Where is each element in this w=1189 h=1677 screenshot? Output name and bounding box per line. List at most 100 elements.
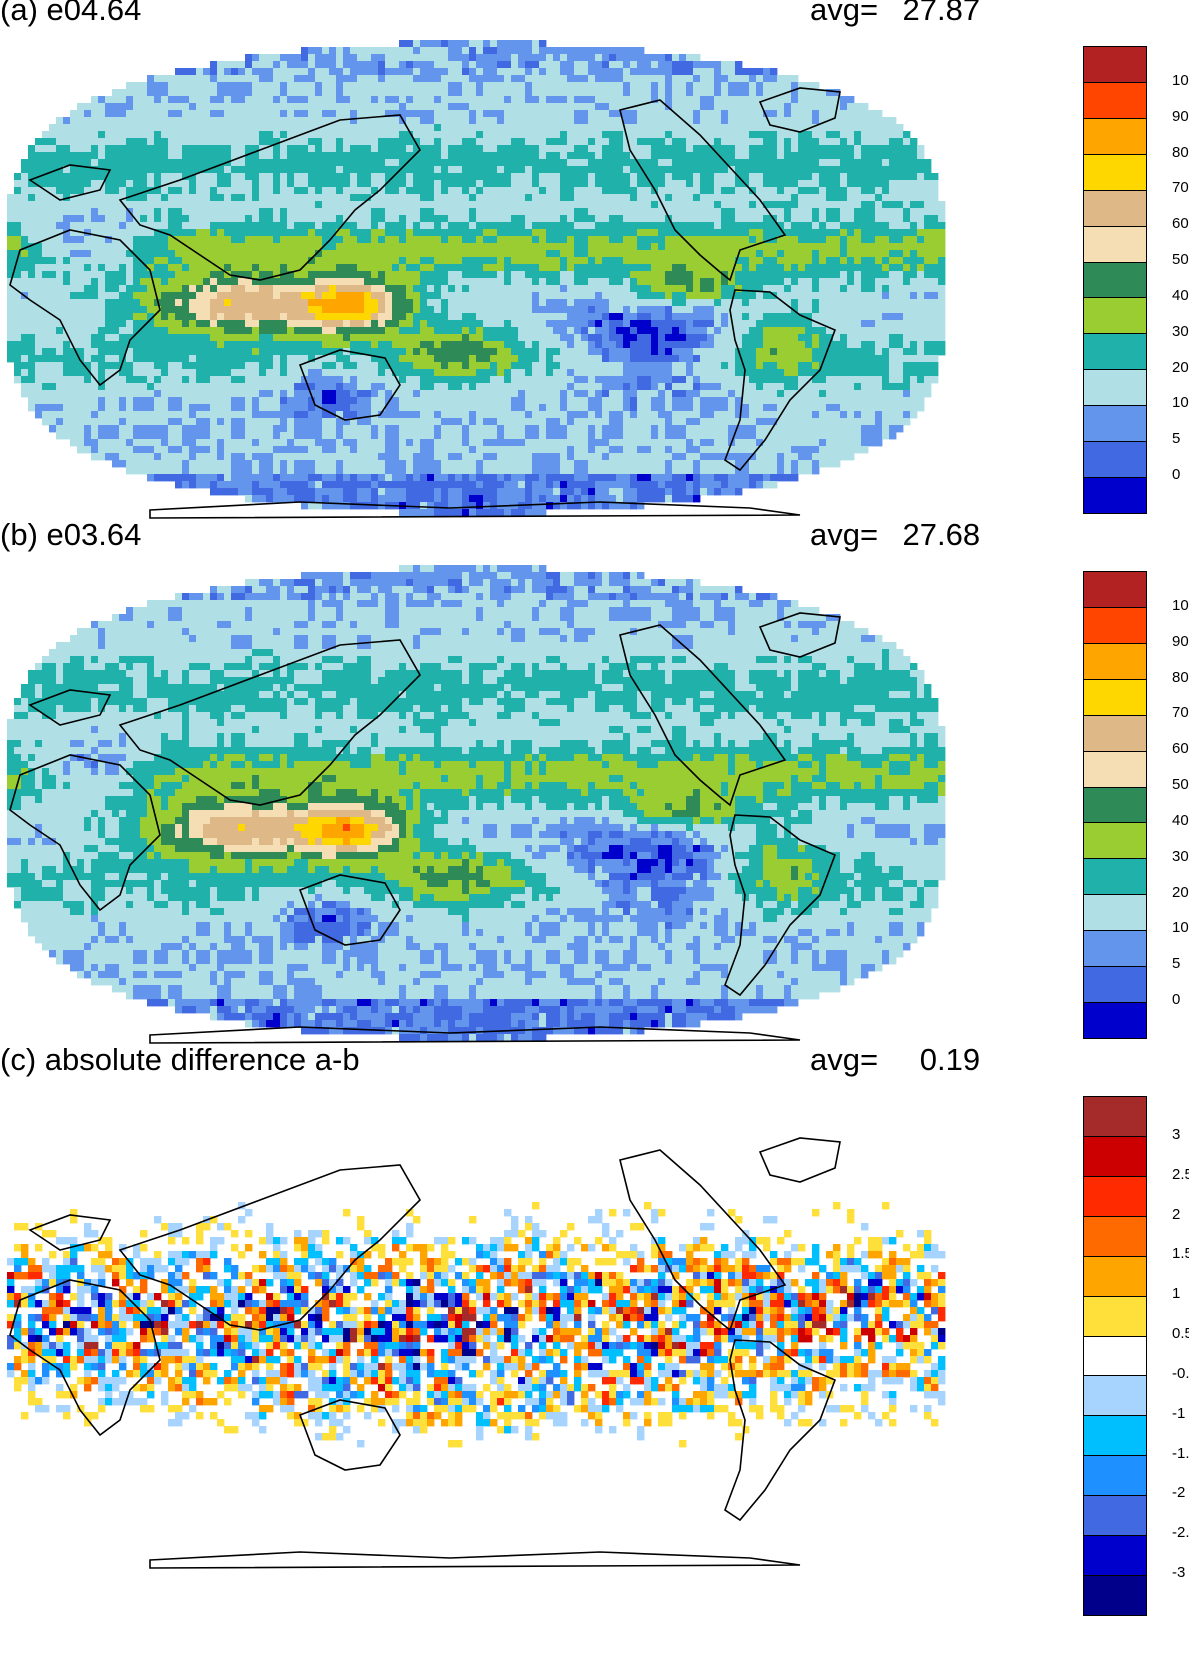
grid-cell <box>147 82 155 90</box>
grid-cell <box>784 194 792 202</box>
grid-cell <box>553 124 561 132</box>
grid-cell <box>245 117 253 125</box>
grid-cell <box>539 278 547 286</box>
grid-cell <box>140 166 148 174</box>
grid-cell <box>315 194 323 202</box>
grid-cell <box>462 47 470 55</box>
grid-cell <box>574 236 582 244</box>
grid-cell <box>847 124 855 132</box>
grid-cell <box>392 320 400 328</box>
grid-cell <box>700 124 708 132</box>
grid-cell <box>798 194 806 202</box>
grid-cell <box>651 236 659 244</box>
grid-cell <box>728 292 736 300</box>
grid-cell <box>763 215 771 223</box>
grid-cell <box>182 110 190 118</box>
grid-cell <box>63 285 71 293</box>
grid-cell <box>595 61 603 69</box>
grid-cell <box>133 264 141 272</box>
grid-cell <box>168 320 176 328</box>
grid-cell <box>210 194 218 202</box>
grid-cell <box>350 299 358 307</box>
grid-cell <box>763 166 771 174</box>
grid-cell <box>798 222 806 230</box>
grid-cell <box>735 215 743 223</box>
grid-cell <box>392 173 400 181</box>
grid-cell <box>301 271 309 279</box>
grid-cell <box>826 152 834 160</box>
grid-cell <box>665 208 673 216</box>
grid-cell <box>448 166 456 174</box>
grid-cell <box>728 110 736 118</box>
grid-cell <box>805 243 813 251</box>
grid-cell <box>511 131 519 139</box>
grid-cell <box>329 320 337 328</box>
grid-cell <box>315 215 323 223</box>
grid-cell <box>595 75 603 83</box>
grid-cell <box>861 313 869 321</box>
grid-cell <box>63 306 71 314</box>
grid-cell <box>399 82 407 90</box>
grid-cell <box>329 264 337 272</box>
grid-cell <box>602 194 610 202</box>
grid-cell <box>805 96 813 104</box>
grid-cell <box>399 292 407 300</box>
grid-cell <box>791 236 799 244</box>
grid-cell <box>784 222 792 230</box>
grid-cell <box>812 229 820 237</box>
grid-cell <box>672 320 680 328</box>
grid-cell <box>287 264 295 272</box>
grid-cell <box>616 278 624 286</box>
grid-cell <box>413 61 421 69</box>
grid-cell <box>476 271 484 279</box>
grid-cell <box>329 54 337 62</box>
grid-cell <box>133 243 141 251</box>
grid-cell <box>315 320 323 328</box>
grid-cell <box>798 292 806 300</box>
grid-cell <box>266 75 274 83</box>
grid-cell <box>231 173 239 181</box>
grid-cell <box>539 327 547 335</box>
grid-cell <box>42 264 50 272</box>
grid-cell <box>665 285 673 293</box>
grid-cell <box>560 313 568 321</box>
grid-cell <box>238 117 246 125</box>
grid-cell <box>819 201 827 209</box>
grid-cell <box>77 201 85 209</box>
grid-cell <box>343 82 351 90</box>
grid-cell <box>154 201 162 209</box>
grid-cell <box>826 173 834 181</box>
grid-cell <box>49 320 57 328</box>
grid-cell <box>777 229 785 237</box>
grid-cell <box>532 166 540 174</box>
grid-cell <box>343 278 351 286</box>
grid-cell <box>595 243 603 251</box>
grid-cell <box>301 292 309 300</box>
grid-cell <box>357 75 365 83</box>
grid-cell <box>532 278 540 286</box>
grid-cell <box>665 292 673 300</box>
grid-cell <box>602 61 610 69</box>
grid-cell <box>525 54 533 62</box>
grid-cell <box>336 215 344 223</box>
grid-cell <box>28 201 36 209</box>
grid-cell <box>252 264 260 272</box>
grid-cell <box>560 117 568 125</box>
grid-cell <box>847 320 855 328</box>
grid-cell <box>728 222 736 230</box>
grid-cell <box>511 250 519 258</box>
grid-cell <box>553 194 561 202</box>
grid-cell <box>266 306 274 314</box>
grid-cell <box>483 40 491 48</box>
grid-cell <box>378 194 386 202</box>
grid-cell <box>252 327 260 335</box>
grid-cell <box>833 306 841 314</box>
grid-cell <box>294 194 302 202</box>
grid-cell <box>119 222 127 230</box>
grid-cell <box>175 117 183 125</box>
grid-cell <box>91 306 99 314</box>
grid-cell <box>588 138 596 146</box>
grid-cell <box>672 68 680 76</box>
grid-cell <box>238 75 246 83</box>
grid-cell <box>98 145 106 153</box>
